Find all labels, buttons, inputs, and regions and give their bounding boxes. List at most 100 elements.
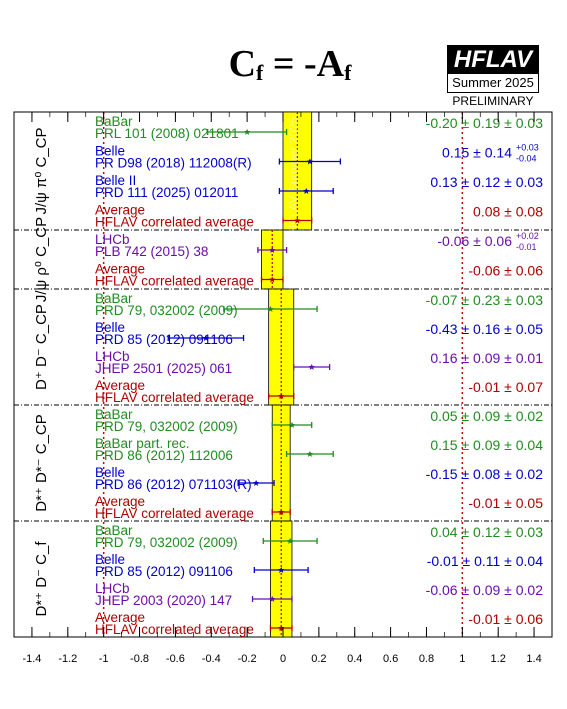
entry-value-text: -0.01 ± 0.05	[468, 495, 543, 511]
entry-value-text: 0.08 ± 0.08	[473, 204, 543, 220]
central-value-marker	[269, 276, 276, 283]
entry-reference: PR D98 (2018) 112008(R)	[95, 156, 252, 171]
entry-experiment: Belle II	[95, 173, 136, 188]
entry-reference: PRD 86 (2012) 071103(R)	[95, 477, 252, 492]
central-value-marker	[308, 364, 315, 370]
x-tick-label: -1.4	[22, 653, 41, 665]
entry-experiment: Average	[95, 262, 145, 277]
entry-value-text: -0.06 ± 0.06	[437, 233, 512, 249]
entry-reference: HFLAV correlated average	[95, 274, 254, 289]
entry-value-text: -0.07 ± 0.23 ± 0.03	[426, 292, 544, 308]
entry-value-text: -0.01 ± 0.07	[468, 379, 543, 395]
entry-reference: HFLAV correlated average	[95, 506, 254, 521]
entry-value-text: -0.43 ± 0.16 ± 0.05	[426, 321, 544, 337]
x-tick-label: 1	[459, 653, 465, 665]
x-tick-label: 0.4	[347, 653, 362, 665]
entry-value-text: -0.01 ± 0.06	[468, 611, 543, 627]
average-band	[282, 111, 313, 231]
x-tick-label: 0.8	[419, 653, 434, 665]
entry-reference: PRD 79, 032002 (2009)	[95, 303, 238, 318]
group-label: J/ψ ρ⁰ C_CP	[33, 217, 50, 302]
central-value-marker	[253, 480, 260, 486]
entry-experiment: LHCb	[95, 232, 130, 247]
x-tick-label: -1.2	[58, 653, 77, 665]
logo-season: Summer 2025	[447, 74, 539, 93]
central-value-marker	[202, 335, 209, 341]
entry-reference: PRD 86 (2012) 112006	[95, 448, 233, 463]
chart-title: Cf = -Af	[205, 42, 375, 86]
entry-experiment: BaBar part. rec.	[95, 436, 190, 451]
entry-value-text: -0.20 ± 0.19 ± 0.03	[426, 115, 544, 131]
central-value-marker	[267, 306, 274, 312]
entry-experiment: Belle	[95, 465, 125, 480]
entry-syst-down: -0.01	[516, 242, 537, 252]
entry-experiment: BaBar	[95, 291, 133, 306]
logo-name: HFLAV	[447, 45, 539, 74]
x-tick-label: -0.6	[166, 653, 185, 665]
entry-experiment: BaBar	[95, 523, 133, 538]
entry-reference: PRD 85 (2012) 091106	[95, 564, 233, 579]
entry-reference: HFLAV correlated average	[95, 215, 254, 230]
x-tick-label: 0	[280, 653, 286, 665]
x-tick-label: 0.6	[383, 653, 398, 665]
entry-experiment: Average	[95, 494, 145, 509]
x-tick-label: 1.2	[491, 653, 506, 665]
group-label: D⁺ D⁻ C_CP	[33, 304, 50, 390]
hflav-logo: HFLAV Summer 2025 PRELIMINARY	[447, 45, 539, 108]
central-value-marker	[303, 188, 310, 194]
entry-reference: HFLAV correlated average	[95, 390, 254, 405]
entry-experiment: Belle	[95, 552, 125, 567]
central-value-marker	[278, 509, 285, 515]
entry-value-text: -0.15 ± 0.08 ± 0.02	[426, 466, 544, 482]
central-value-marker	[288, 422, 295, 428]
entry-reference: JHEP 2003 (2020) 147	[95, 593, 232, 608]
x-tick-label: 0.2	[311, 653, 326, 665]
entry-experiment: Average	[95, 203, 145, 218]
central-value-marker	[306, 451, 313, 457]
group-label: J/ψ π⁰ C_CP	[33, 127, 50, 214]
entry-value-text: -0.06 ± 0.06	[468, 263, 543, 279]
x-tick-label: -0.4	[202, 653, 221, 665]
entry-value-text: 0.13 ± 0.12 ± 0.03	[430, 174, 543, 190]
entry-reference: JHEP 2501 (2025) 061	[95, 361, 232, 376]
watermark-text: HFLAV Summer 2025	[286, 116, 300, 233]
entry-experiment: BaBar	[95, 407, 133, 422]
central-value-marker	[294, 217, 301, 224]
entry-value-text: 0.15 ± 0.09 ± 0.04	[430, 437, 543, 453]
entry-reference: PRD 79, 032002 (2009)	[95, 419, 238, 434]
central-value-marker	[278, 393, 285, 399]
x-tick-label: 1.4	[526, 653, 541, 665]
entry-reference: PRD 111 (2025) 012011	[95, 185, 238, 200]
entry-reference: PRD 79, 032002 (2009)	[95, 535, 238, 550]
x-tick-label: -1	[99, 653, 109, 665]
entry-syst-up: +0.03	[516, 143, 539, 153]
entry-experiment: Belle	[95, 144, 125, 159]
x-tick-label: -0.2	[238, 653, 257, 665]
title-equals-a: = -A	[263, 43, 345, 85]
title-sub-f2: f	[344, 60, 352, 86]
entry-syst-up: +0.02	[516, 231, 539, 241]
title-sub-f: f	[256, 60, 264, 86]
central-value-marker	[244, 129, 251, 135]
entry-reference: PLB 742 (2015) 38	[95, 244, 208, 259]
central-value-marker	[269, 247, 276, 253]
x-tick-label: -0.8	[130, 653, 149, 665]
entry-experiment: LHCb	[95, 349, 130, 364]
entry-value-text: -0.06 ± 0.09 ± 0.02	[426, 582, 544, 598]
entry-experiment: Average	[95, 610, 145, 625]
entry-reference: PRD 85 (2012) 091106	[95, 332, 233, 347]
entry-value-text: 0.05 ± 0.09 ± 0.02	[430, 408, 543, 424]
group-label: D*⁺ D*⁻ C_CP	[33, 414, 50, 512]
entry-value-text: 0.16 ± 0.09 ± 0.01	[430, 350, 543, 366]
entry-value-text: 0.15 ± 0.14	[442, 145, 512, 161]
entry-value-text: -0.01 ± 0.11 ± 0.04	[427, 553, 544, 569]
entry-experiment: Belle	[95, 320, 125, 335]
entry-value-text: 0.04 ± 0.12 ± 0.03	[430, 524, 543, 540]
entry-experiment: LHCb	[95, 581, 130, 596]
entry-experiment: BaBar	[95, 114, 133, 129]
logo-status: PRELIMINARY	[452, 94, 534, 108]
group-label: D*⁺ D⁻ C_f	[33, 541, 50, 617]
entry-experiment: Average	[95, 378, 145, 393]
title-c: C	[228, 43, 257, 85]
